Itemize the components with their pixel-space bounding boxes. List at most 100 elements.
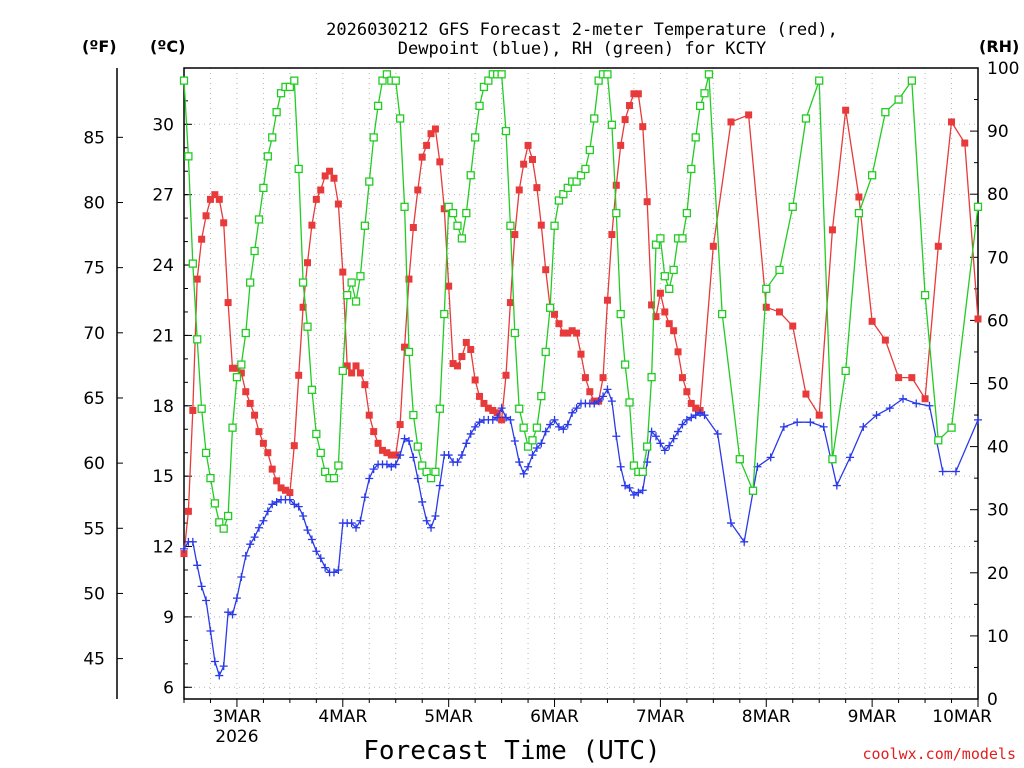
dewpoint-point — [563, 420, 572, 429]
dewpoint-point — [471, 422, 480, 431]
dewpoint-point — [819, 422, 828, 431]
series — [179, 70, 983, 680]
temperature-point — [193, 275, 201, 283]
rh-point — [263, 152, 272, 161]
rh-point — [254, 215, 264, 224]
chart-title-line-1: 2026030212 GFS Forecast 2-meter Temperat… — [326, 20, 838, 40]
rh-point — [462, 208, 471, 218]
rh-tick-label: 100 — [987, 59, 1019, 79]
rh-point — [298, 278, 308, 287]
rh-point — [448, 208, 458, 218]
rh-point — [594, 76, 603, 85]
rh-point — [907, 76, 916, 85]
temperature-point — [264, 449, 272, 457]
dewpoint-point — [554, 422, 563, 431]
rh-point — [585, 145, 594, 155]
temperature-point — [502, 371, 510, 379]
temperature-point — [639, 123, 647, 131]
dewpoint-point — [899, 394, 908, 403]
temperature-point — [326, 167, 334, 175]
dewpoint-point — [506, 415, 515, 424]
rh-point — [290, 76, 299, 85]
rh-point — [285, 82, 295, 92]
rh-point — [815, 76, 824, 85]
rh-point — [678, 234, 687, 243]
rh-point — [620, 360, 630, 369]
rh-point — [241, 328, 250, 338]
rh-point — [470, 133, 480, 142]
dewpoint-point — [524, 462, 533, 471]
temperature-point — [308, 221, 316, 229]
dewpoint-point — [497, 404, 506, 413]
rh-point — [409, 410, 418, 420]
dewpoint-point — [272, 497, 281, 506]
rh-point — [223, 511, 233, 521]
dewpoint-point — [462, 439, 471, 448]
temperature-point — [281, 486, 289, 494]
temperature-point — [776, 308, 783, 316]
dewpoint-point — [334, 565, 343, 574]
rh-point — [532, 423, 542, 432]
temperature-point — [480, 399, 488, 407]
temperature-point — [599, 374, 607, 382]
rh-point — [440, 309, 449, 319]
rh-point — [400, 202, 409, 211]
rh-point — [788, 202, 797, 211]
dewpoint-point — [974, 415, 982, 424]
rh-point — [612, 208, 621, 218]
temperature-point — [895, 374, 903, 382]
temperature-point — [348, 369, 356, 377]
rh-point — [321, 467, 330, 476]
temperature-point — [198, 235, 206, 243]
rh-point — [329, 473, 339, 483]
dewpoint-point — [263, 507, 272, 516]
temperature-point — [184, 507, 192, 515]
rh-point — [444, 202, 453, 211]
dewpoint-point — [365, 474, 374, 483]
dewpoint-point — [360, 493, 369, 502]
dewpoint-point — [303, 526, 312, 535]
dewpoint-point — [528, 451, 537, 460]
temperature-point — [427, 130, 435, 138]
temperature-point — [961, 139, 969, 147]
temperature-point — [471, 376, 479, 384]
dewpoint-point — [885, 404, 894, 413]
temperature-point — [220, 219, 228, 227]
temperature-point — [555, 320, 563, 328]
dewpoint-point — [228, 610, 237, 619]
rh-point — [294, 164, 303, 174]
temperature-point — [343, 362, 351, 370]
temperature-point — [634, 90, 642, 98]
celsius-tick-label: 30 — [152, 115, 174, 135]
rh-point — [215, 518, 224, 527]
temperature-point — [551, 310, 559, 318]
rh-point — [391, 76, 400, 85]
rh-point — [179, 76, 189, 85]
temperature-point — [215, 195, 223, 203]
dewpoint-point — [413, 474, 422, 483]
rh-point — [360, 221, 370, 230]
rh-point — [559, 190, 568, 199]
temperature-point — [828, 226, 836, 234]
dewpoint-point — [197, 582, 206, 591]
temperature-point — [202, 212, 210, 220]
rh-point — [695, 101, 705, 111]
rh-point — [801, 114, 811, 123]
dewpoint-point — [951, 467, 960, 476]
temperature-point — [537, 221, 545, 229]
rh-point — [638, 467, 647, 476]
rh-point — [894, 95, 903, 104]
rh-point — [590, 114, 599, 123]
rh-point — [748, 486, 758, 495]
temperature-point — [868, 317, 876, 325]
temperature-point — [387, 451, 395, 459]
celsius-tick-label: 6 — [163, 678, 174, 698]
dewpoint-point — [475, 418, 484, 427]
temperature-point — [665, 320, 673, 328]
dewpoint-point — [594, 397, 603, 406]
dewpoint-point — [435, 481, 444, 490]
rh-tick-label: 40 — [987, 438, 1009, 458]
rh-point — [232, 373, 242, 382]
dewpoint-point — [638, 486, 647, 495]
dewpoint-point — [859, 422, 868, 431]
